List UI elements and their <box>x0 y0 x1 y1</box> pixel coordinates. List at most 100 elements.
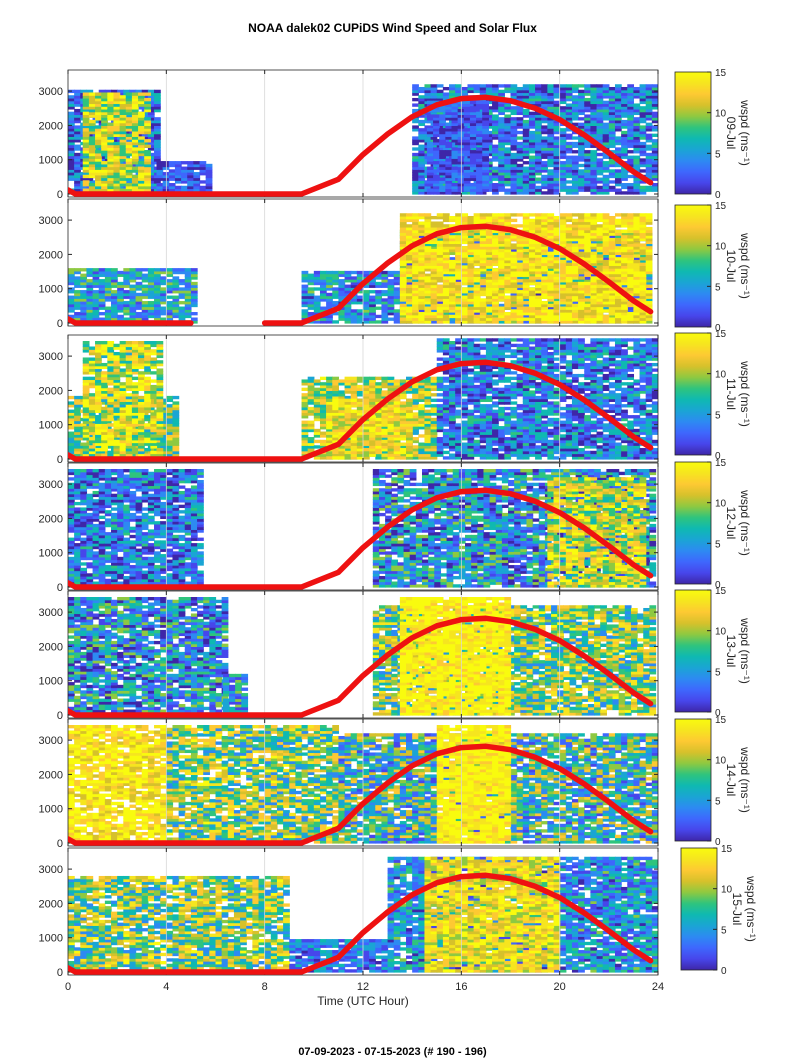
day-label: 15-Jul <box>730 893 744 926</box>
colorbar-tick-label: 5 <box>715 796 721 807</box>
y-tick-label: 3000 <box>39 479 63 491</box>
solar-flux-line-10-Jul <box>68 223 654 326</box>
day-label: 10-Jul <box>724 250 738 283</box>
day-label: 09-Jul <box>724 117 738 150</box>
solar-flux-line-14-Jul <box>68 743 654 846</box>
solar-flux-line-12-Jul <box>68 487 654 590</box>
colorbar-tick-label: 15 <box>715 458 727 469</box>
colorbar-tick-label: 10 <box>715 499 727 510</box>
heatmap-15-Jul <box>68 856 658 973</box>
colorbar-tick-label: 0 <box>715 451 721 462</box>
colorbar-tick-label: 15 <box>715 68 727 79</box>
colorbar-tick-label: 10 <box>715 109 727 120</box>
y-tick-label: 0 <box>57 318 63 330</box>
x-tick-label: 12 <box>357 981 369 993</box>
y-tick-label: 2000 <box>39 385 63 397</box>
y-tick-label: 2000 <box>39 641 63 653</box>
colorbar-tick-label: 0 <box>715 708 721 719</box>
panel-15-Jul: 0 1000 2000 3000 0 4 8 12 16 20 24 Time (UTC Hour) 0… <box>39 844 758 1008</box>
figure-title: NOAA dalek02 CUPiDS Wind Speed and Solar… <box>0 21 785 35</box>
x-axis-label: Time (UTC Hour) <box>317 994 409 1008</box>
y-tick-label: 2000 <box>39 513 63 525</box>
panel-13-Jul: 0 1000 2000 3000 0 5 10 15 wspd (ms⁻¹)13-Jul <box>39 586 752 722</box>
colorbar-tick-label: 15 <box>721 844 733 855</box>
colorbar-14-Jul <box>674 718 712 842</box>
colorbar-11-Jul <box>674 332 712 456</box>
y-tick-label: 2000 <box>39 120 63 132</box>
colorbar-tick-label: 0 <box>715 837 721 848</box>
y-tick-label: 0 <box>57 454 63 466</box>
colorbar-tick-label: 0 <box>715 190 721 201</box>
day-label: 12-Jul <box>724 507 738 540</box>
colorbar-13-Jul <box>674 589 712 713</box>
y-tick-label: 3000 <box>39 215 63 227</box>
y-tick-label: 0 <box>57 582 63 594</box>
colorbar-tick-label: 0 <box>721 966 727 977</box>
x-tick-label: 24 <box>652 981 664 993</box>
colorbar-tick-label: 10 <box>715 756 727 767</box>
colorbar-tick-label: 5 <box>715 539 721 550</box>
colorbar-label: wspd (ms⁻¹) <box>738 360 752 427</box>
heatmap-11-Jul <box>68 338 658 460</box>
x-tick-label: 4 <box>163 981 169 993</box>
heatmap-13-Jul <box>68 597 657 716</box>
solar-flux-line-13-Jul <box>68 615 654 718</box>
figure-footer: 07-09-2023 - 07-15-2023 (# 190 - 196) <box>0 1046 785 1058</box>
colorbar-label: wspd (ms⁻¹) <box>738 232 752 299</box>
y-tick-label: 1000 <box>39 804 63 816</box>
y-tick-label: 3000 <box>39 864 63 876</box>
colorbar-label: wspd (ms⁻¹) <box>738 489 752 556</box>
heatmap-10-Jul <box>68 213 653 324</box>
colorbar-label: wspd (ms⁻¹) <box>738 746 752 813</box>
colorbar-tick-label: 15 <box>715 715 727 726</box>
panel-14-Jul: 0 1000 2000 3000 0 5 10 15 wspd (ms⁻¹)14-Jul <box>39 715 752 850</box>
x-tick-label: 20 <box>554 981 566 993</box>
y-tick-label: 1000 <box>39 676 63 688</box>
day-label: 14-Jul <box>724 764 738 797</box>
panel-09-Jul: 0 1000 2000 3000 0 5 10 15 wspd (ms⁻¹)09-Jul <box>39 68 752 201</box>
x-tick-label: 8 <box>262 981 268 993</box>
y-tick-label: 0 <box>57 967 63 979</box>
colorbar-tick-label: 10 <box>715 627 727 638</box>
solar-flux-line-11-Jul <box>68 359 654 462</box>
y-tick-label: 3000 <box>39 607 63 619</box>
colorbar-tick-label: 5 <box>715 410 721 421</box>
colorbar-tick-label: 15 <box>715 201 727 212</box>
y-tick-label: 2000 <box>39 769 63 781</box>
panel-10-Jul: 0 1000 2000 3000 0 5 10 15 wspd (ms⁻¹)10-Jul <box>39 198 752 334</box>
x-tick-label: 16 <box>455 981 467 993</box>
colorbar-09-Jul <box>674 71 712 195</box>
y-tick-label: 0 <box>57 710 63 722</box>
x-tick-label: 0 <box>65 981 71 993</box>
colorbar-tick-label: 15 <box>715 586 727 597</box>
panel-12-Jul: 0 1000 2000 3000 0 5 10 15 wspd (ms⁻¹)12-Jul <box>39 458 752 594</box>
colorbar-10-Jul <box>674 204 712 328</box>
solar-flux-line-09-Jul <box>68 94 654 197</box>
y-tick-label: 3000 <box>39 86 63 98</box>
colorbar-tick-label: 5 <box>721 925 727 936</box>
colorbar-tick-label: 10 <box>715 242 727 253</box>
heatmap-12-Jul <box>68 469 657 588</box>
colorbar-15-Jul <box>680 847 718 971</box>
colorbar-tick-label: 15 <box>715 329 727 340</box>
y-tick-label: 3000 <box>39 351 63 363</box>
panel-11-Jul: 0 1000 2000 3000 0 5 10 15 wspd (ms⁻¹)11-Jul <box>39 329 752 466</box>
colorbar-label: wspd (ms⁻¹) <box>744 875 758 942</box>
colorbar-tick-label: 0 <box>715 323 721 334</box>
y-tick-label: 1000 <box>39 284 63 296</box>
y-tick-label: 1000 <box>39 548 63 560</box>
y-tick-label: 2000 <box>39 898 63 910</box>
y-tick-label: 0 <box>57 838 63 850</box>
colorbar-tick-label: 5 <box>715 282 721 293</box>
y-tick-label: 3000 <box>39 735 63 747</box>
day-label: 13-Jul <box>724 635 738 668</box>
colorbar-tick-label: 10 <box>715 370 727 381</box>
colorbar-tick-label: 0 <box>715 580 721 591</box>
colorbar-tick-label: 5 <box>715 149 721 160</box>
solar-flux-line-15-Jul <box>68 872 654 975</box>
y-tick-label: 1000 <box>39 420 63 432</box>
y-tick-label: 1000 <box>39 933 63 945</box>
y-tick-label: 0 <box>57 189 63 201</box>
y-tick-label: 1000 <box>39 155 63 167</box>
